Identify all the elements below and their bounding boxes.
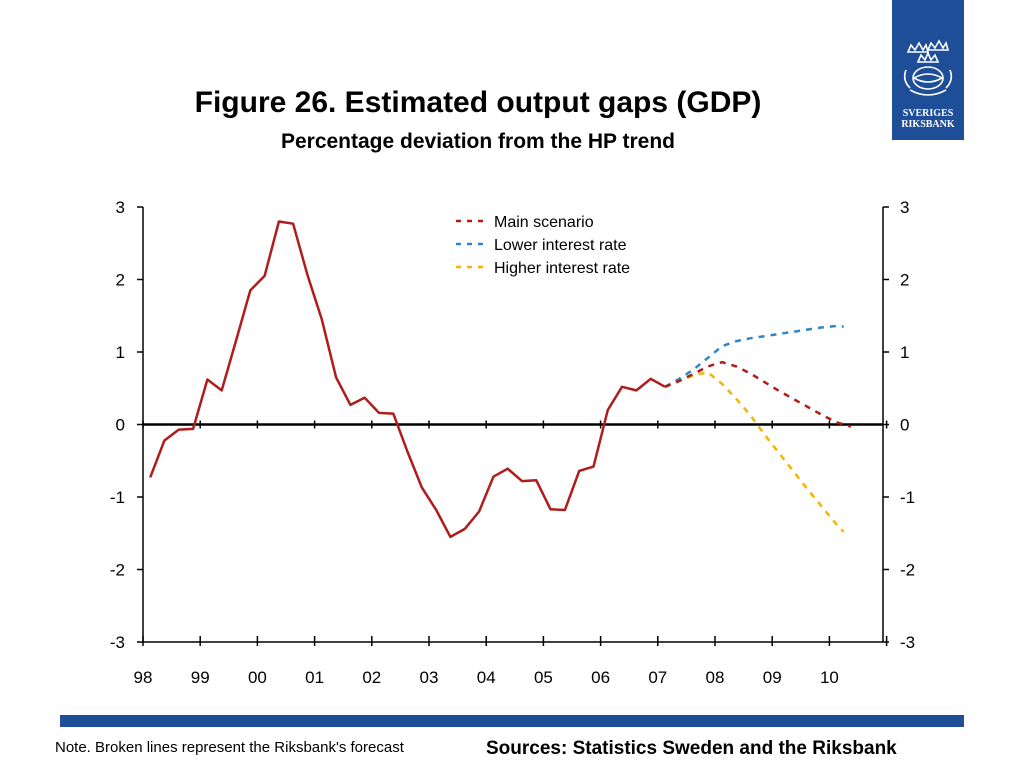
chart-series bbox=[149, 220, 852, 539]
x-tick-label: 07 bbox=[648, 668, 667, 687]
series-line bbox=[664, 360, 852, 428]
logo-line-riksbank: RIKSBANK bbox=[901, 119, 955, 130]
legend-label: Lower interest rate bbox=[494, 237, 627, 254]
page-subtitle: Percentage deviation from the HP trend bbox=[280, 130, 676, 153]
chart-legend: Main scenario Lower interest rate Higher i… bbox=[456, 214, 630, 277]
series-line bbox=[664, 370, 845, 533]
x-tick-label: 08 bbox=[706, 668, 725, 687]
y-tick-label-right: 2 bbox=[900, 271, 909, 290]
x-tick-label: 10 bbox=[820, 668, 839, 687]
logo-line-sveriges: SVERIGES bbox=[902, 108, 954, 119]
x-tick-label: 00 bbox=[248, 668, 267, 687]
x-tick-label: 04 bbox=[477, 668, 496, 687]
y-tick-label-right: 0 bbox=[900, 416, 909, 435]
y-tick-label-right: -1 bbox=[900, 488, 915, 507]
y-tick-label-left: 2 bbox=[116, 271, 125, 290]
legend-label: Higher interest rate bbox=[494, 260, 630, 277]
chart-ticks: 3 32 21 10 0-1 -1-2 -2-3 -398 99 00 01 02 03 04 05 06 07… bbox=[110, 198, 915, 687]
y-tick-label-left: -1 bbox=[110, 488, 125, 507]
y-tick-label-left: -3 bbox=[110, 633, 125, 652]
series-line bbox=[664, 324, 844, 388]
x-tick-label: 01 bbox=[305, 668, 324, 687]
x-tick-label: 06 bbox=[591, 668, 610, 687]
x-tick-label: 05 bbox=[534, 668, 553, 687]
y-tick-label-right: -3 bbox=[900, 633, 915, 652]
x-tick-label: 02 bbox=[362, 668, 381, 687]
footnote: Note. Broken lines represent the Riksban… bbox=[55, 739, 404, 756]
riksbank-logo: SVERIGES RIKSBANK bbox=[892, 0, 964, 140]
y-tick-label-right: -2 bbox=[900, 561, 915, 580]
output-gap-chart: 3 32 21 10 0-1 -1-2 -2-3 -398 99 00 01 02 03 04 05 06 07… bbox=[110, 198, 915, 687]
x-tick-label: 03 bbox=[420, 668, 439, 687]
riksbank-crown-emblem-icon bbox=[903, 39, 953, 96]
y-tick-label-left: 1 bbox=[116, 343, 125, 362]
footer-divider-bar bbox=[60, 715, 964, 727]
sources-text: Sources: Statistics Sweden and the Riksb… bbox=[486, 738, 897, 759]
y-tick-label-left: 3 bbox=[116, 198, 125, 217]
y-tick-label-left: -2 bbox=[110, 561, 125, 580]
page-title: Figure 26. Estimated output gaps (GDP) bbox=[194, 86, 762, 119]
y-tick-label-left: 0 bbox=[116, 416, 125, 435]
x-tick-label: 09 bbox=[763, 668, 782, 687]
y-tick-label-right: 3 bbox=[900, 198, 909, 217]
legend-label: Main scenario bbox=[494, 214, 594, 231]
x-tick-label: 98 bbox=[134, 668, 153, 687]
y-tick-label-right: 1 bbox=[900, 343, 909, 362]
outcome-line bbox=[149, 220, 666, 539]
x-tick-label: 99 bbox=[191, 668, 210, 687]
logo-text: SVERIGES RIKSBANK bbox=[892, 108, 964, 130]
